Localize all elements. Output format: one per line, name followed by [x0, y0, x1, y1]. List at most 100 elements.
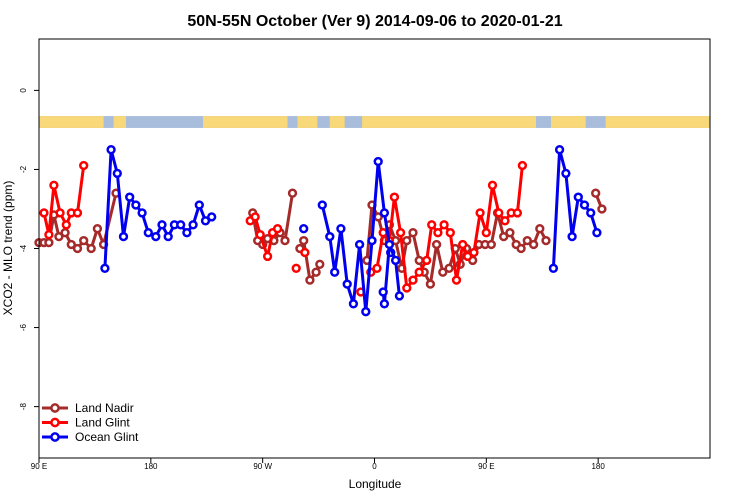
- data-point: [49, 180, 59, 190]
- data-point: [379, 208, 390, 218]
- land-segment: [550, 116, 586, 128]
- y-axis-label: XCO2 - MLO trend (ppm): [1, 181, 15, 316]
- data-point: [157, 220, 167, 230]
- data-point: [367, 235, 377, 246]
- data-point: [342, 279, 352, 289]
- data-point: [207, 212, 217, 222]
- data-point: [567, 231, 577, 242]
- data-point: [72, 208, 83, 218]
- data-point: [402, 283, 412, 293]
- data-point: [414, 255, 424, 266]
- legend-label: Land Glint: [75, 416, 130, 430]
- land-segment: [329, 116, 345, 128]
- data-point: [60, 228, 70, 238]
- chart-title: 50N-55N October (Ver 9) 2014-09-06 to 20…: [187, 13, 562, 30]
- data-point: [299, 224, 309, 234]
- series-layer: [34, 145, 607, 317]
- data-point: [586, 208, 596, 218]
- series-land-glint: [39, 160, 528, 297]
- x-axis: 90 E 180 90 W 0 90 E 180: [31, 458, 605, 471]
- data-point: [414, 267, 424, 277]
- data-point: [395, 228, 406, 238]
- data-point: [200, 216, 211, 226]
- land-segment: [203, 116, 288, 128]
- data-point: [378, 287, 388, 297]
- y-axis: 0 -2 -4 -6 -8: [19, 88, 39, 411]
- data-point: [106, 145, 116, 155]
- data-point: [137, 208, 147, 218]
- data-point: [528, 239, 539, 250]
- data-point: [311, 267, 321, 277]
- data-point: [384, 239, 395, 250]
- y-tick-label: -4: [19, 244, 28, 252]
- data-point: [579, 200, 590, 210]
- data-point: [255, 230, 265, 240]
- data-point: [44, 237, 54, 248]
- series-line: [370, 165, 524, 290]
- legend-marker: [50, 432, 60, 442]
- data-point: [250, 212, 260, 222]
- data-point: [176, 220, 186, 230]
- data-point: [317, 200, 327, 210]
- data-point: [86, 243, 96, 254]
- y-tick-label: -8: [19, 403, 28, 411]
- data-point: [272, 224, 283, 234]
- data-point: [505, 228, 515, 238]
- data-point: [591, 188, 601, 198]
- data-point: [348, 299, 359, 309]
- plot-frame: [38, 38, 711, 459]
- legend-marker: [50, 403, 60, 413]
- data-point: [372, 263, 382, 273]
- data-point: [408, 275, 418, 285]
- land-segments: [39, 116, 710, 128]
- legend-marker: [50, 417, 60, 428]
- data-point: [481, 228, 491, 238]
- data-point: [486, 239, 496, 250]
- data-point: [291, 263, 301, 273]
- data-point: [131, 200, 141, 210]
- y-tick-label: -6: [19, 323, 28, 331]
- data-point: [66, 239, 76, 250]
- data-point: [451, 275, 462, 285]
- data-point: [194, 200, 204, 210]
- land-segment: [113, 116, 126, 128]
- data-point: [402, 235, 412, 246]
- data-point: [39, 208, 49, 218]
- data-point: [100, 263, 110, 273]
- data-point: [299, 235, 309, 246]
- legend-label: Ocean Glint: [75, 430, 139, 444]
- data-point: [379, 299, 390, 309]
- x-tick-label: 90 E: [478, 462, 494, 471]
- data-point: [54, 231, 64, 242]
- data-point: [469, 247, 479, 258]
- data-point: [408, 228, 418, 238]
- data-point: [433, 228, 443, 238]
- y-tick-label: 0: [19, 88, 28, 93]
- data-point: [336, 224, 346, 234]
- data-point: [438, 267, 448, 277]
- data-point: [378, 228, 388, 238]
- land-segment: [39, 116, 104, 128]
- data-point: [125, 192, 135, 202]
- data-point: [315, 259, 325, 269]
- x-tick-label: 90 E: [31, 462, 47, 471]
- x-tick-label: 0: [372, 462, 377, 471]
- data-point: [517, 160, 528, 171]
- legend-label: Land Nadir: [75, 401, 134, 415]
- data-point: [512, 208, 523, 218]
- data-point: [305, 275, 315, 285]
- data-point: [325, 231, 335, 242]
- data-point: [444, 263, 454, 273]
- data-point: [422, 255, 432, 266]
- data-point: [389, 192, 400, 202]
- x-tick-label: 180: [591, 462, 605, 471]
- data-point: [516, 243, 526, 254]
- data-point: [92, 224, 103, 234]
- x-tick-label: 180: [144, 462, 158, 471]
- data-point: [72, 243, 83, 254]
- data-point: [597, 204, 607, 214]
- data-point: [151, 231, 161, 242]
- data-point: [487, 180, 498, 190]
- data-point: [61, 220, 71, 230]
